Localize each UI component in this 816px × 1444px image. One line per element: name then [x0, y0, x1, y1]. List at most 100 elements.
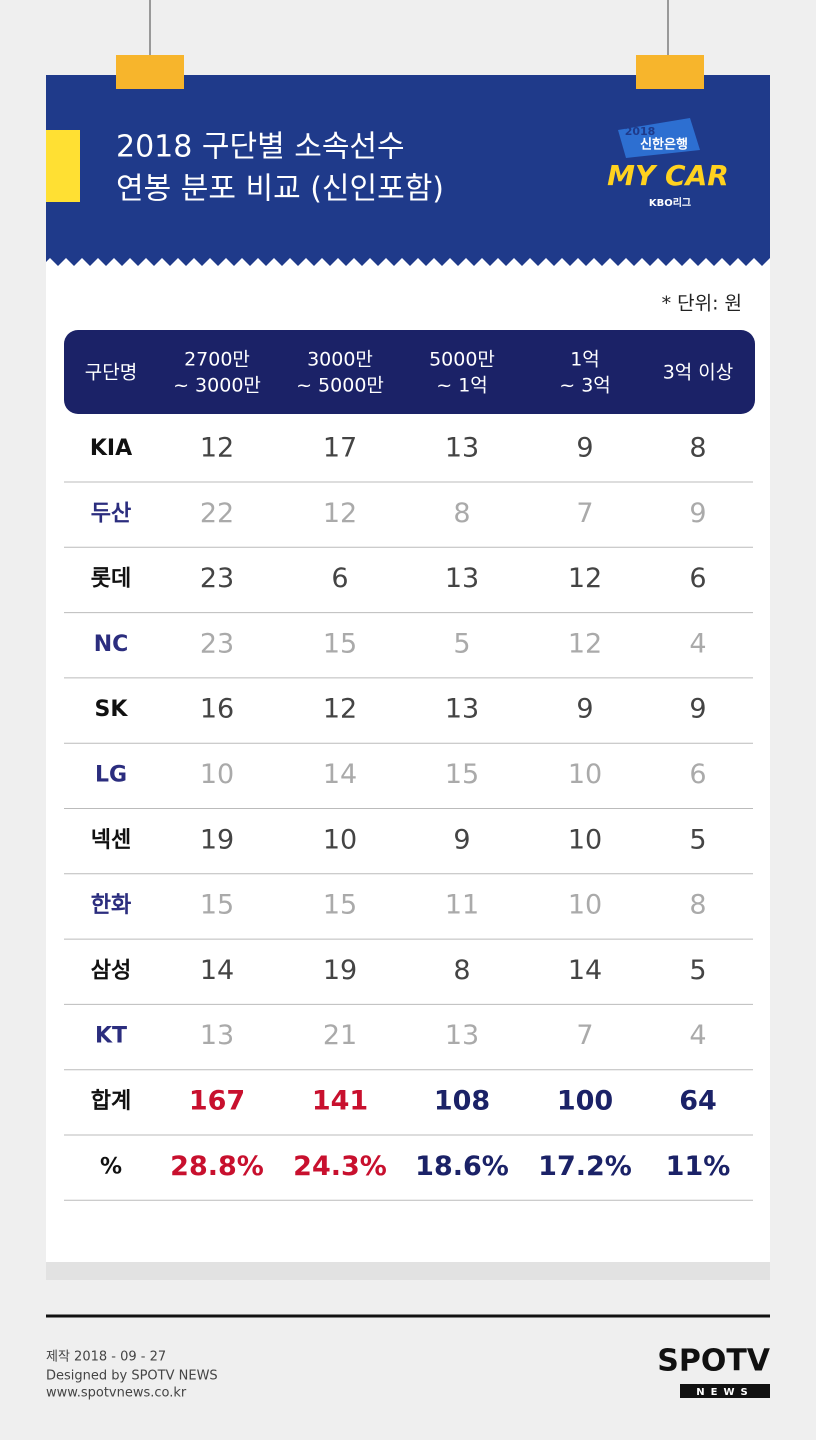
cell: 10 [200, 759, 234, 790]
tab [116, 55, 184, 89]
cell: 64 [679, 1086, 717, 1117]
title-line: 연봉 분포 비교 (신인포함) [116, 172, 444, 207]
cell: 17 [323, 433, 357, 464]
table-header [64, 330, 755, 414]
cell: 6 [689, 563, 706, 594]
row-label: LG [95, 763, 127, 788]
cell: 4 [689, 628, 706, 659]
cell: 167 [189, 1086, 245, 1117]
cell: 5 [689, 955, 706, 986]
row-label: KIA [90, 436, 132, 461]
row-label: 두산 [91, 501, 131, 526]
cell: 19 [200, 824, 234, 855]
logo-name: MY CAR [607, 159, 729, 192]
row-label: 한화 [91, 893, 131, 918]
cell: 10 [568, 759, 602, 790]
cell: 8 [689, 890, 706, 921]
cell: 15 [323, 628, 357, 659]
logo-league: KBO리그 [649, 196, 691, 209]
footer-logo-bar [680, 1384, 770, 1398]
cell: 13 [445, 433, 479, 464]
cell: 23 [200, 628, 234, 659]
cell: 15 [323, 890, 357, 921]
cell: 12 [568, 563, 602, 594]
row-label: SK [95, 697, 129, 722]
footer-logo-sub: NEWS [696, 1387, 753, 1398]
header-band [46, 75, 770, 266]
cell: 10 [568, 890, 602, 921]
row-label: 롯데 [91, 567, 131, 592]
cell: 7 [576, 1020, 593, 1051]
cell: 15 [200, 890, 234, 921]
cell: 10 [323, 824, 357, 855]
cell: 9 [453, 824, 470, 855]
logo-bank: 신한은행 [640, 137, 688, 153]
column-header: 3억 이상 [663, 362, 734, 384]
cell: 14 [323, 759, 357, 790]
cell: 15 [445, 759, 479, 790]
row-label: 삼성 [91, 958, 131, 983]
column-header: 1억 [570, 349, 600, 371]
footer-line: 제작 2018 - 09 - 27 [46, 1350, 166, 1365]
cell: 22 [200, 498, 234, 529]
card-bottom [46, 1262, 770, 1280]
cell: 5 [453, 628, 470, 659]
title-line: 2018 구단별 소속선수 [116, 130, 405, 165]
cell: 11 [445, 890, 479, 921]
cell: 12 [568, 628, 602, 659]
cell: 18.6% [415, 1151, 509, 1182]
table: 구단명 2700만 ~ 3000만 3000만 ~ 5000만 5000만 ~ 1억 1억 ~ … [64, 349, 753, 1201]
cell: 8 [453, 498, 470, 529]
cell: 14 [200, 955, 234, 986]
cell: 6 [689, 759, 706, 790]
cell: 13 [200, 1020, 234, 1051]
column-header: 3000만 [307, 349, 373, 371]
column-header: 구단명 [85, 362, 137, 384]
cell: 108 [434, 1086, 490, 1117]
row-label: NC [94, 632, 129, 657]
cell: 13 [445, 1020, 479, 1051]
cell: 6 [331, 563, 348, 594]
cell: 5 [689, 824, 706, 855]
logo-year: 2018 [625, 125, 656, 138]
cell: 17.2% [538, 1151, 632, 1182]
row-label: KT [95, 1024, 127, 1049]
cell: 4 [689, 1020, 706, 1051]
cell: 21 [323, 1020, 357, 1051]
column-header: ~ 5000만 [296, 375, 384, 397]
cell: 28.8% [170, 1151, 264, 1182]
cell: 8 [689, 433, 706, 464]
cell: 14 [568, 955, 602, 986]
cell: 12 [323, 498, 357, 529]
cell: 13 [445, 563, 479, 594]
column-header: 5000만 [429, 349, 495, 371]
cell: 10 [568, 824, 602, 855]
cell: 24.3% [293, 1151, 387, 1182]
cell: 100 [557, 1086, 613, 1117]
cell: 23 [200, 563, 234, 594]
unit-note: * 단위: 원 [662, 293, 742, 315]
cell: 9 [576, 694, 593, 725]
footer-line: Designed by SPOTV NEWS [46, 1369, 218, 1384]
cell: 12 [323, 694, 357, 725]
column-header: 2700만 [184, 349, 250, 371]
row-label: 합계 [91, 1088, 131, 1114]
logo: 2018 신한은행 MY CAR KBO리그 [607, 118, 729, 209]
accent-bar [46, 130, 80, 202]
column-header: ~ 1억 [436, 375, 488, 397]
footer-line: www.spotvnews.co.kr [46, 1386, 187, 1401]
cell: 9 [689, 694, 706, 725]
row-label: 넥센 [91, 828, 131, 853]
footer-logo: SPOTV [657, 1344, 771, 1379]
cell: 9 [689, 498, 706, 529]
cell: 9 [576, 433, 593, 464]
logo-shape [618, 118, 700, 158]
cell: 16 [200, 694, 234, 725]
cell: 7 [576, 498, 593, 529]
cell: 11% [666, 1151, 731, 1182]
column-header: ~ 3000만 [173, 375, 261, 397]
cell: 13 [445, 694, 479, 725]
cell: 12 [200, 433, 234, 464]
row-label: % [100, 1154, 122, 1179]
